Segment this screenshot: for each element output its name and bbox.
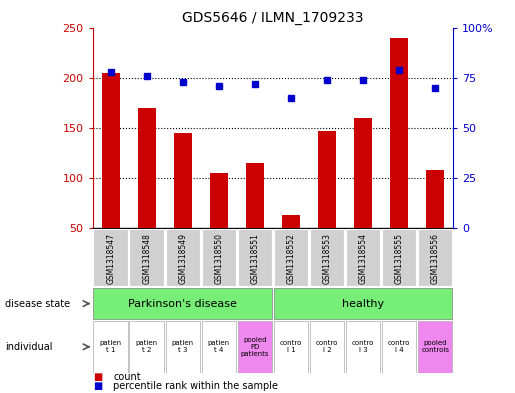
Bar xyxy=(282,215,300,228)
FancyBboxPatch shape xyxy=(346,228,380,286)
Text: GSM1318555: GSM1318555 xyxy=(394,233,404,284)
Text: contro
l 4: contro l 4 xyxy=(388,340,410,353)
Text: GSM1318556: GSM1318556 xyxy=(431,233,440,284)
FancyBboxPatch shape xyxy=(93,288,272,319)
Text: percentile rank within the sample: percentile rank within the sample xyxy=(113,381,278,391)
FancyBboxPatch shape xyxy=(129,321,164,373)
Bar xyxy=(318,131,336,228)
Bar xyxy=(101,73,119,228)
Text: count: count xyxy=(113,372,141,382)
Text: contro
l 3: contro l 3 xyxy=(352,340,374,353)
Text: ■: ■ xyxy=(93,372,102,382)
Text: patien
t 1: patien t 1 xyxy=(100,340,122,353)
Text: GSM1318548: GSM1318548 xyxy=(142,233,151,283)
FancyBboxPatch shape xyxy=(310,321,344,373)
Bar xyxy=(210,173,228,228)
Text: pooled
PD
patients: pooled PD patients xyxy=(241,337,269,357)
Text: disease state: disease state xyxy=(5,299,70,309)
FancyBboxPatch shape xyxy=(273,288,452,319)
Bar xyxy=(354,118,372,228)
Text: GSM1318553: GSM1318553 xyxy=(322,233,332,284)
Text: GSM1318550: GSM1318550 xyxy=(214,233,224,284)
Text: Parkinson's disease: Parkinson's disease xyxy=(128,299,237,309)
Text: GSM1318547: GSM1318547 xyxy=(106,233,115,284)
Bar xyxy=(174,133,192,228)
FancyBboxPatch shape xyxy=(237,228,272,286)
FancyBboxPatch shape xyxy=(346,321,380,373)
Text: patien
t 2: patien t 2 xyxy=(136,340,158,353)
FancyBboxPatch shape xyxy=(237,321,272,373)
Bar xyxy=(246,163,264,228)
FancyBboxPatch shape xyxy=(382,321,416,373)
FancyBboxPatch shape xyxy=(93,228,128,286)
FancyBboxPatch shape xyxy=(273,321,308,373)
Text: patien
t 3: patien t 3 xyxy=(172,340,194,353)
Text: GSM1318552: GSM1318552 xyxy=(286,233,296,283)
Bar xyxy=(138,108,156,228)
FancyBboxPatch shape xyxy=(310,228,344,286)
FancyBboxPatch shape xyxy=(273,228,308,286)
Text: patien
t 4: patien t 4 xyxy=(208,340,230,353)
Text: contro
l 1: contro l 1 xyxy=(280,340,302,353)
FancyBboxPatch shape xyxy=(418,228,452,286)
Text: healthy: healthy xyxy=(342,299,384,309)
FancyBboxPatch shape xyxy=(93,321,128,373)
FancyBboxPatch shape xyxy=(129,228,164,286)
Title: GDS5646 / ILMN_1709233: GDS5646 / ILMN_1709233 xyxy=(182,11,364,25)
Text: contro
l 2: contro l 2 xyxy=(316,340,338,353)
Text: pooled
controls: pooled controls xyxy=(421,340,449,353)
FancyBboxPatch shape xyxy=(382,228,416,286)
FancyBboxPatch shape xyxy=(201,321,236,373)
Text: GSM1318554: GSM1318554 xyxy=(358,233,368,284)
FancyBboxPatch shape xyxy=(165,228,200,286)
FancyBboxPatch shape xyxy=(418,321,452,373)
Text: ■: ■ xyxy=(93,381,102,391)
Text: GSM1318551: GSM1318551 xyxy=(250,233,260,283)
Text: GSM1318549: GSM1318549 xyxy=(178,233,187,284)
Bar xyxy=(390,38,408,228)
Bar xyxy=(426,170,444,228)
Text: individual: individual xyxy=(5,342,53,352)
FancyBboxPatch shape xyxy=(165,321,200,373)
FancyBboxPatch shape xyxy=(201,228,236,286)
